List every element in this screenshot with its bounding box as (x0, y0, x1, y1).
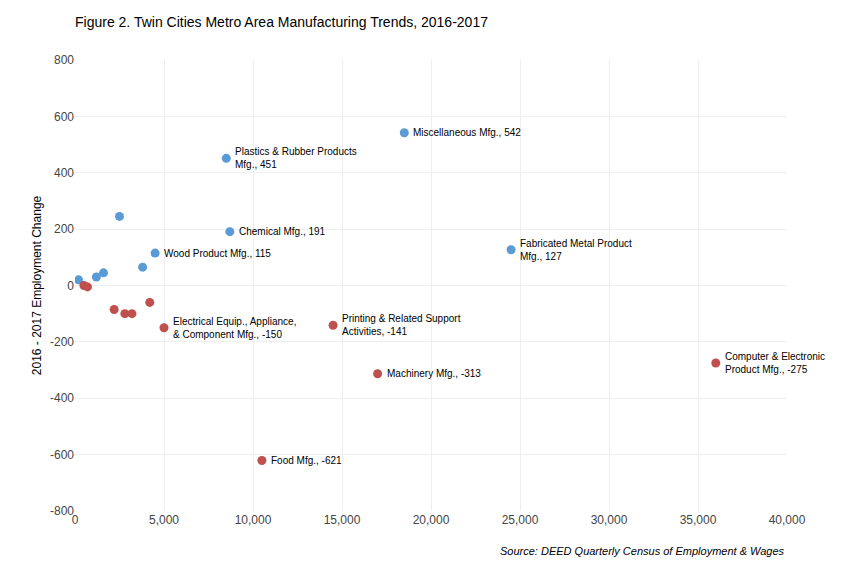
svg-text:Electrical Equip., Appliance,&: Electrical Equip., Appliance,& Component… (173, 316, 296, 340)
svg-text:Printing & Related SupportActi: Printing & Related SupportActivities, -1… (342, 313, 461, 337)
svg-text:0: 0 (67, 279, 74, 293)
svg-text:Miscellaneous Mfg., 542: Miscellaneous Mfg., 542 (413, 127, 521, 138)
svg-text:5,000: 5,000 (149, 513, 179, 527)
svg-text:Plastics & Rubber ProductsMfg.: Plastics & Rubber ProductsMfg., 451 (235, 146, 357, 170)
svg-text:Figure 2. Twin Cities Metro Ar: Figure 2. Twin Cities Metro Area Manufac… (75, 14, 488, 30)
svg-text:-400: -400 (50, 391, 74, 405)
svg-text:Computer & ElectronicProduct M: Computer & ElectronicProduct Mfg., -275 (725, 351, 825, 375)
svg-text:Chemical Mfg., 191: Chemical Mfg., 191 (239, 226, 326, 237)
svg-text:40,000: 40,000 (769, 513, 806, 527)
svg-text:-600: -600 (50, 448, 74, 462)
svg-text:600: 600 (54, 110, 74, 124)
svg-text:15,000: 15,000 (324, 513, 361, 527)
svg-text:25,000: 25,000 (502, 513, 539, 527)
svg-text:-800: -800 (50, 504, 74, 518)
svg-text:Source: DEED Quarterly Census: Source: DEED Quarterly Census of Employm… (500, 545, 785, 557)
svg-text:-200: -200 (50, 335, 74, 349)
svg-text:10,000: 10,000 (235, 513, 272, 527)
svg-text:0: 0 (72, 513, 79, 527)
svg-text:200: 200 (54, 222, 74, 236)
svg-text:Machinery Mfg., -313: Machinery Mfg., -313 (387, 368, 481, 379)
svg-text:Fabricated Metal ProductMfg.,: Fabricated Metal ProductMfg., 127 (520, 238, 632, 262)
svg-text:Wood Product Mfg., 115: Wood Product Mfg., 115 (164, 248, 271, 259)
svg-text:Food Mfg., -621: Food Mfg., -621 (271, 455, 342, 466)
svg-text:2016 - 2017 Employment Change: 2016 - 2017 Employment Change (30, 195, 44, 375)
svg-text:30,000: 30,000 (591, 513, 628, 527)
svg-text:800: 800 (54, 53, 74, 67)
svg-text:35,000: 35,000 (680, 513, 717, 527)
svg-text:400: 400 (54, 166, 74, 180)
svg-text:20,000: 20,000 (413, 513, 450, 527)
